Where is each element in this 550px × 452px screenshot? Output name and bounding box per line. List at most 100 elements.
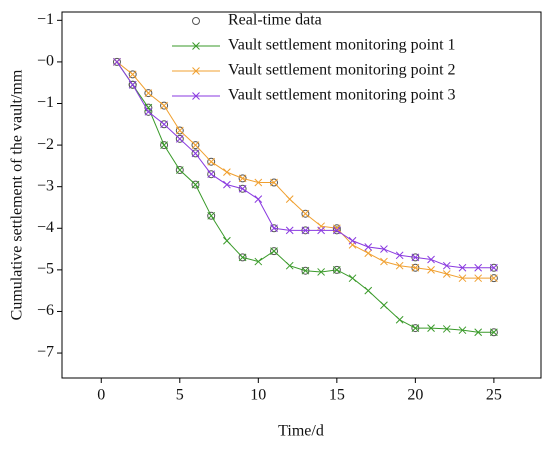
data-point xyxy=(270,224,278,233)
data-point xyxy=(128,80,137,89)
data-point xyxy=(223,236,231,245)
data-point xyxy=(160,141,168,149)
data-point xyxy=(191,149,200,158)
data-point xyxy=(144,89,153,97)
data-point xyxy=(458,326,467,335)
data-point xyxy=(144,107,153,116)
legend-label: Vault settlement monitoring point 1 xyxy=(228,37,456,54)
data-point xyxy=(160,101,168,110)
data-point xyxy=(301,266,310,275)
data-point xyxy=(191,180,200,189)
data-point xyxy=(442,325,451,333)
data-point xyxy=(270,247,279,256)
plot-frame xyxy=(61,11,542,379)
data-point xyxy=(160,141,169,150)
data-point xyxy=(285,195,294,204)
data-point xyxy=(160,120,169,129)
data-point xyxy=(427,266,435,274)
data-point xyxy=(191,180,200,189)
data-point xyxy=(254,257,263,266)
y-tick-label: −3 xyxy=(37,177,54,194)
data-point xyxy=(395,251,404,260)
y-tick-label: −5 xyxy=(37,261,54,278)
y-tick-label: −1 xyxy=(37,94,54,111)
y-tick-label: −1 xyxy=(37,11,54,28)
data-point xyxy=(427,255,435,264)
data-point xyxy=(490,274,498,283)
data-point xyxy=(175,134,184,143)
x-axis-label: Time/d xyxy=(278,423,324,440)
data-point xyxy=(427,324,435,332)
x-tick-label: 5 xyxy=(176,387,184,404)
data-point xyxy=(285,226,294,235)
data-point xyxy=(238,253,247,262)
data-point xyxy=(380,301,388,310)
data-point xyxy=(192,42,200,50)
data-point xyxy=(238,174,247,183)
data-point xyxy=(395,315,404,324)
data-point xyxy=(207,157,216,166)
data-point xyxy=(490,263,498,272)
data-point xyxy=(458,274,467,283)
data-point xyxy=(192,67,200,75)
x-tick-label: 10 xyxy=(250,387,266,404)
data-point xyxy=(207,170,216,179)
data-point xyxy=(348,236,357,245)
data-point xyxy=(191,141,200,150)
y-tick-label: −7 xyxy=(37,344,54,361)
data-point xyxy=(490,328,498,337)
data-point xyxy=(144,89,153,98)
data-point xyxy=(238,253,247,262)
data-point xyxy=(348,241,357,249)
data-point xyxy=(238,184,247,193)
y-tick-label: −6 xyxy=(37,302,54,319)
data-point xyxy=(128,70,137,79)
data-point xyxy=(238,184,247,193)
y-tick-label: −0 xyxy=(37,53,54,70)
data-point xyxy=(175,166,184,174)
data-point xyxy=(128,80,137,89)
data-point xyxy=(175,126,184,135)
data-point xyxy=(160,120,168,129)
data-point xyxy=(458,263,467,272)
data-point xyxy=(411,324,420,332)
legend-label: Vault settlement monitoring point 2 xyxy=(228,62,456,79)
data-point xyxy=(112,57,121,66)
data-point xyxy=(395,261,404,270)
data-point xyxy=(380,245,388,253)
x-tick-label: 25 xyxy=(486,387,502,404)
data-point xyxy=(254,178,263,187)
data-point xyxy=(301,226,310,235)
data-point xyxy=(411,253,420,262)
data-point xyxy=(474,274,483,283)
data-point xyxy=(270,178,278,187)
legend-label: Vault settlement monitoring point 3 xyxy=(228,87,456,104)
data-point xyxy=(474,328,483,337)
data-point xyxy=(317,226,325,235)
x-tick-label: 20 xyxy=(407,387,423,404)
data-point xyxy=(207,157,216,166)
y-tick-label: −2 xyxy=(37,136,54,153)
data-point xyxy=(175,126,184,135)
data-point xyxy=(192,17,200,25)
data-point xyxy=(207,211,216,220)
legend-label: Real-time data xyxy=(228,12,322,29)
data-point xyxy=(380,257,388,266)
data-point xyxy=(254,195,263,204)
data-point xyxy=(113,58,121,66)
data-point xyxy=(223,180,231,189)
y-axis-label: Cumulative settlement of the vault/mm xyxy=(9,69,26,320)
data-point xyxy=(411,263,420,272)
data-point xyxy=(191,141,200,149)
data-point xyxy=(364,249,373,258)
data-point xyxy=(270,247,278,256)
data-point xyxy=(317,268,325,276)
data-point xyxy=(442,261,451,270)
data-point xyxy=(285,261,294,270)
data-point xyxy=(223,168,231,176)
data-point xyxy=(192,92,200,100)
data-point xyxy=(332,266,341,274)
data-point xyxy=(332,226,341,235)
data-point xyxy=(364,243,373,251)
